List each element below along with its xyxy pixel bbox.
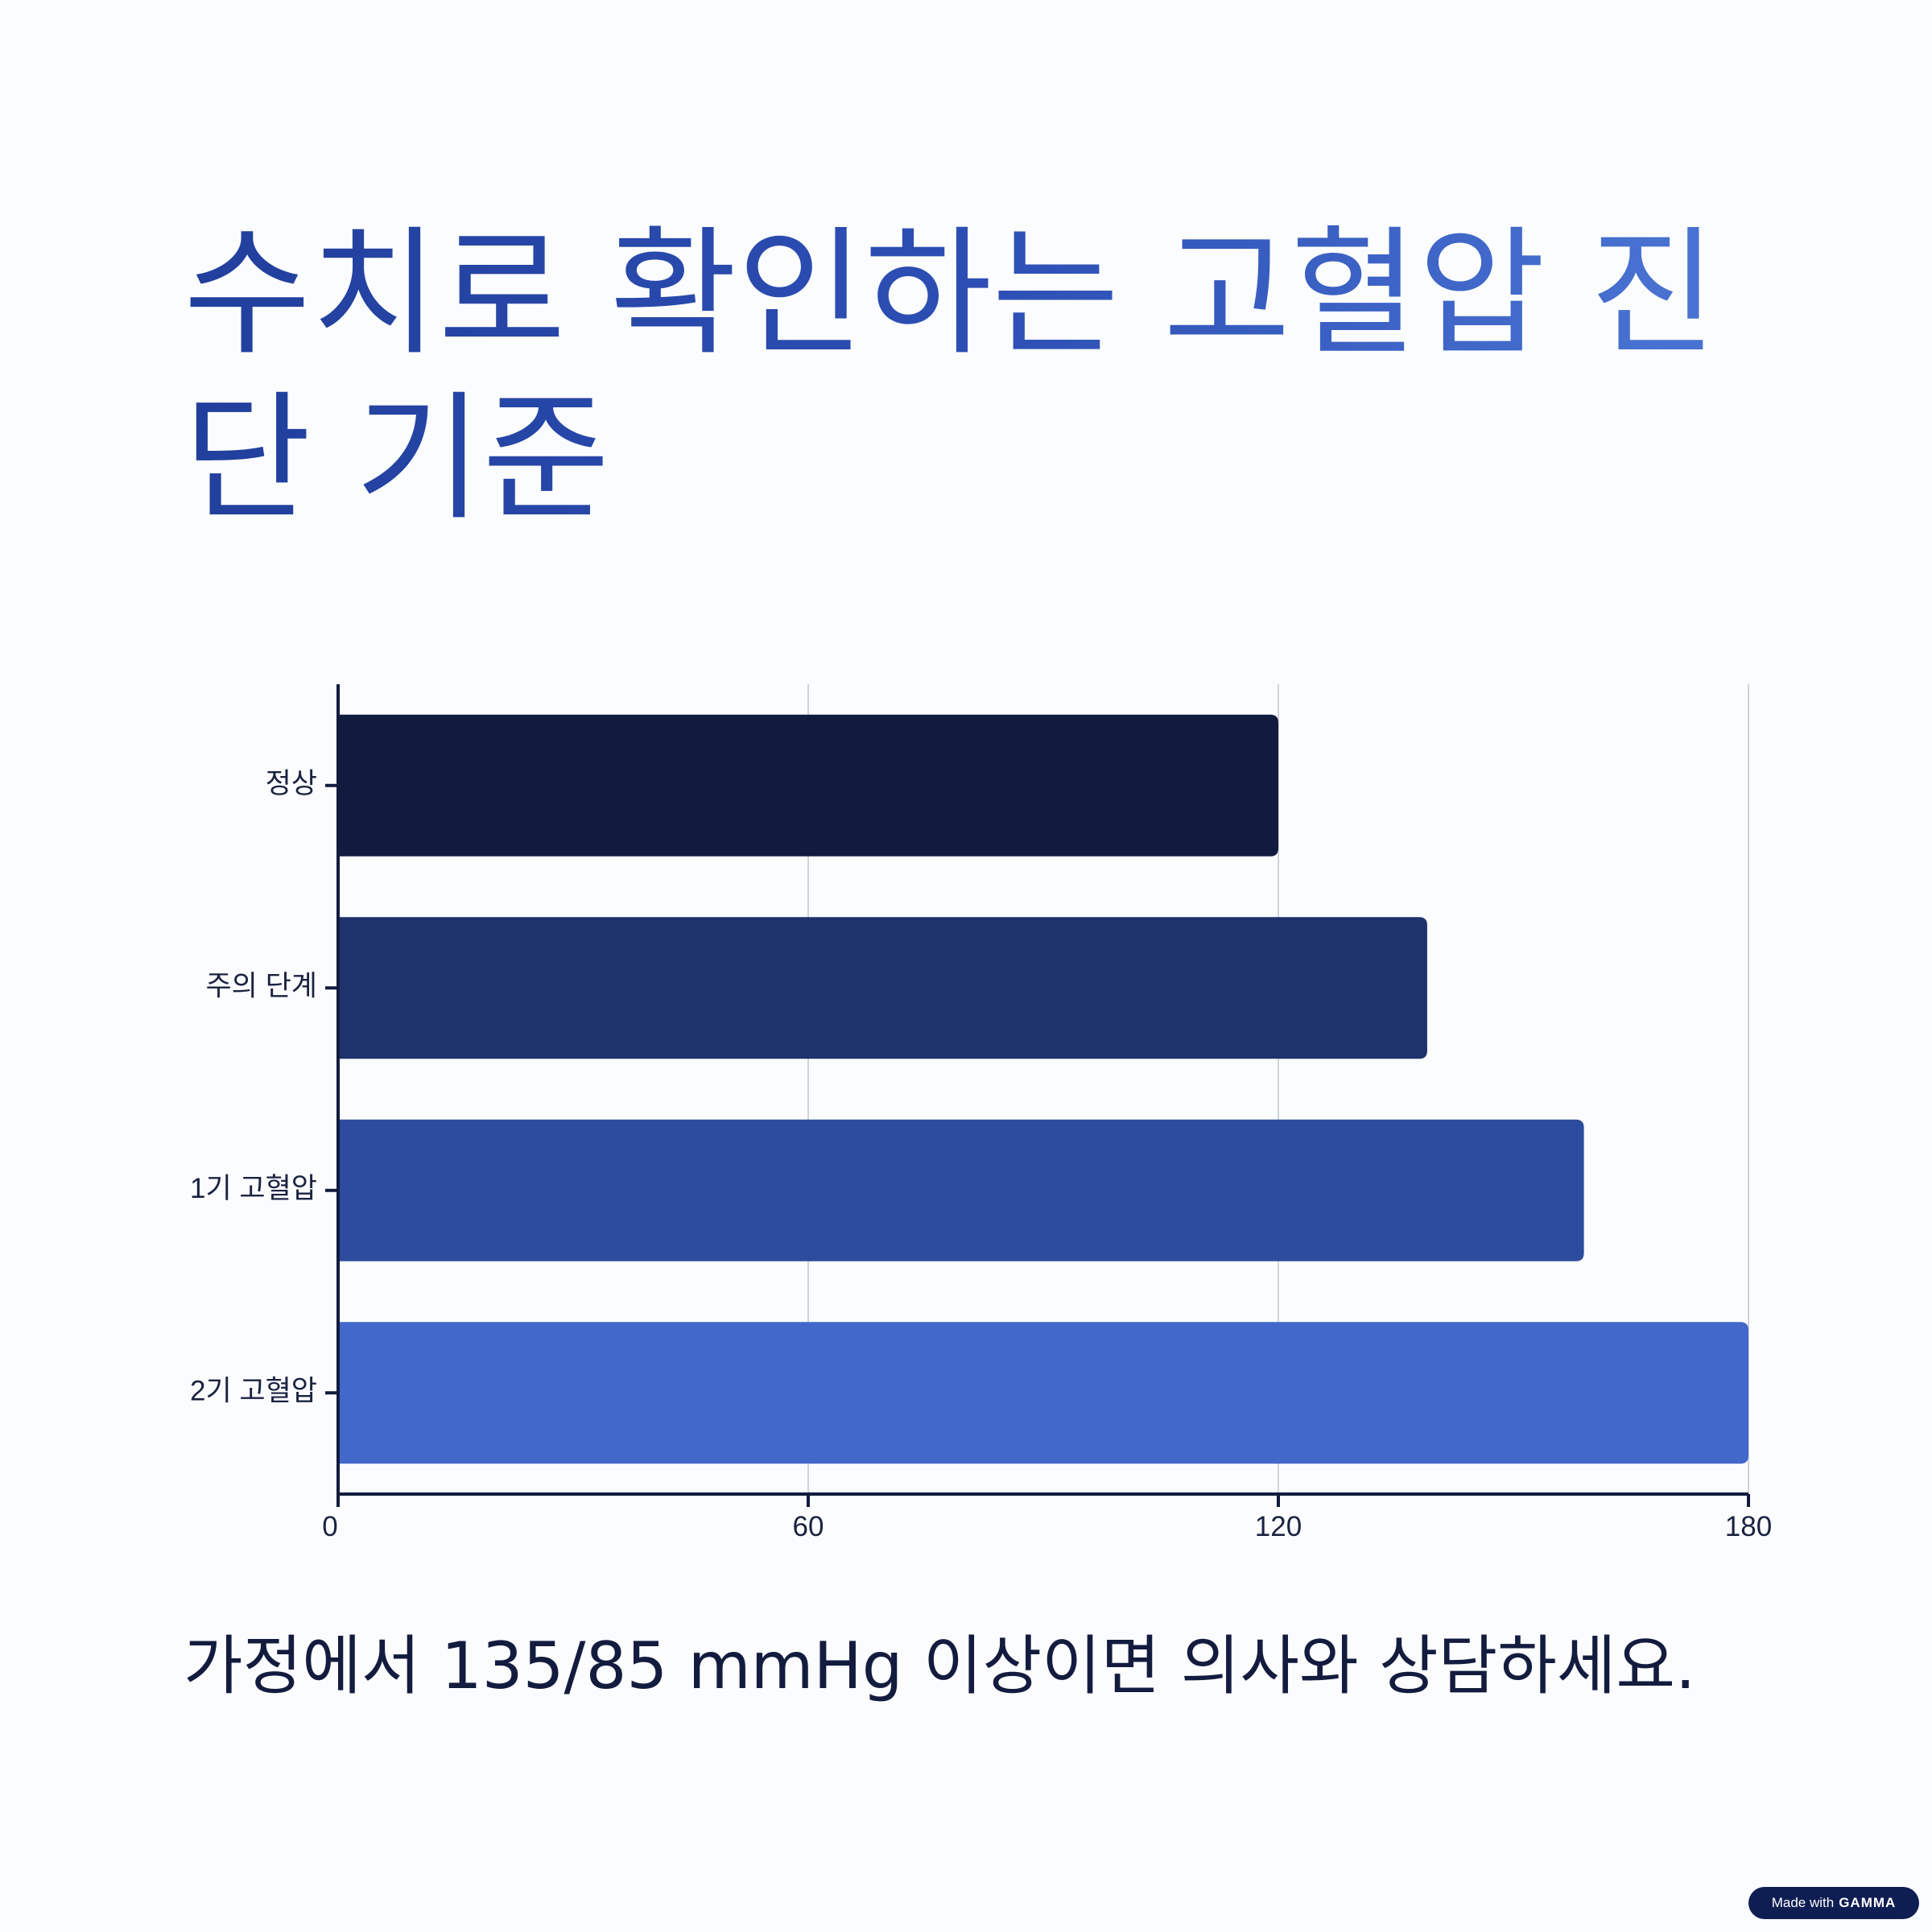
page-title: 수치로 확인하는 고혈압 진단 기준: [184, 211, 1794, 541]
badge-prefix: Made with: [1771, 1895, 1835, 1910]
bar-4: [338, 1322, 1748, 1464]
bar-2: [338, 917, 1427, 1059]
x-tick-label-0: 0: [322, 1511, 337, 1542]
footnote-text: 가정에서 135/85 mmHg 이상이면 의사와 상담하세요.: [184, 1629, 1696, 1703]
y-tick-label-2: 주의 단계: [205, 971, 317, 1002]
bar-3: [338, 1119, 1584, 1261]
bar-1: [338, 714, 1278, 857]
x-tick-label-60: 60: [793, 1511, 824, 1542]
x-tick-label-180: 180: [1725, 1511, 1772, 1542]
y-tick-label-1: 정상: [266, 768, 317, 799]
bars: [338, 714, 1748, 1464]
gamma-logo: GAMMA: [1839, 1895, 1897, 1910]
made-with-gamma-badge[interactable]: Made with GAMMA: [1748, 1887, 1919, 1919]
y-tick-label-3: 1기 고혈압: [190, 1173, 317, 1204]
x-tick-label-120: 120: [1255, 1511, 1302, 1542]
y-tick-label-4: 2기 고혈압: [190, 1376, 317, 1407]
